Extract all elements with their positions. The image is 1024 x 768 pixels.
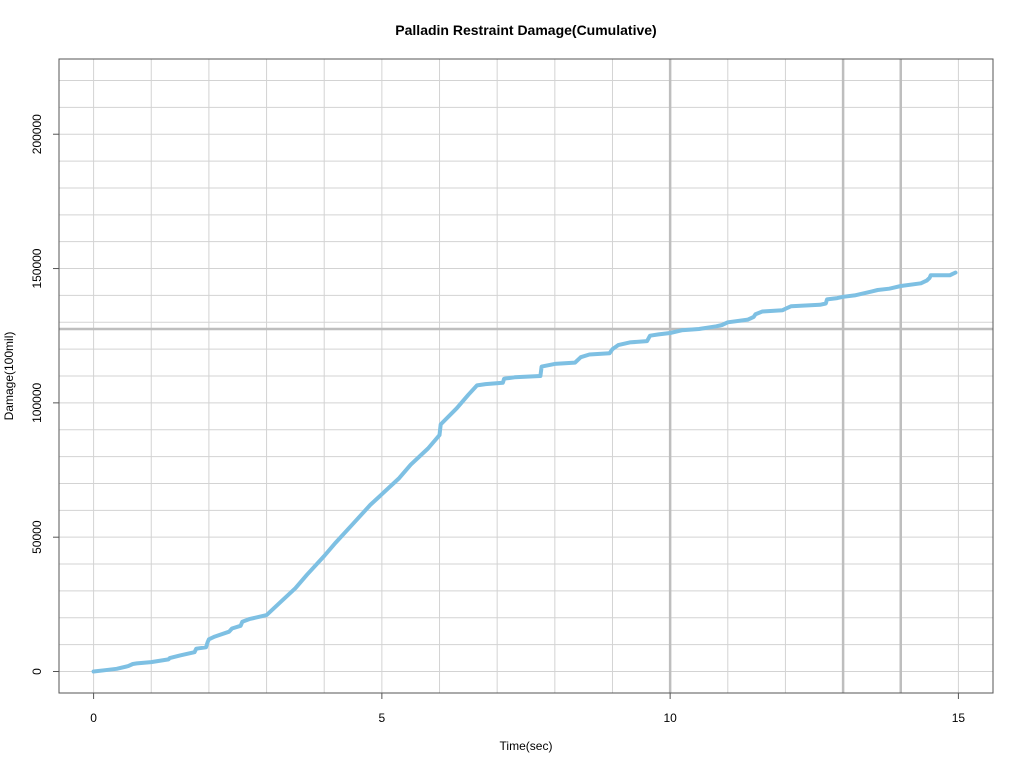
y-tick-label: 200000 <box>30 114 44 154</box>
series <box>91 270 958 674</box>
y-tick-label: 50000 <box>30 520 44 554</box>
y-tick-label: 100000 <box>30 383 44 423</box>
series-line <box>91 270 958 674</box>
x-tick-label: 5 <box>379 711 386 725</box>
chart-title: Palladin Restraint Damage(Cumulative) <box>395 22 656 38</box>
plot-frame <box>58 58 994 694</box>
y-axis-label: Damage(100mil) <box>2 332 16 421</box>
y-tick-label: 0 <box>30 668 44 675</box>
x-tick-label: 10 <box>663 711 677 725</box>
x-axis-label: Time(sec) <box>500 739 553 753</box>
y-tick-label: 150000 <box>30 248 44 288</box>
grid <box>59 59 993 693</box>
axes: 0 5 10 15 0 50000 100000 150000 200000 <box>30 114 965 725</box>
x-tick-label: 0 <box>90 711 97 725</box>
x-tick-label: 15 <box>952 711 966 725</box>
reference-lines <box>59 59 993 693</box>
